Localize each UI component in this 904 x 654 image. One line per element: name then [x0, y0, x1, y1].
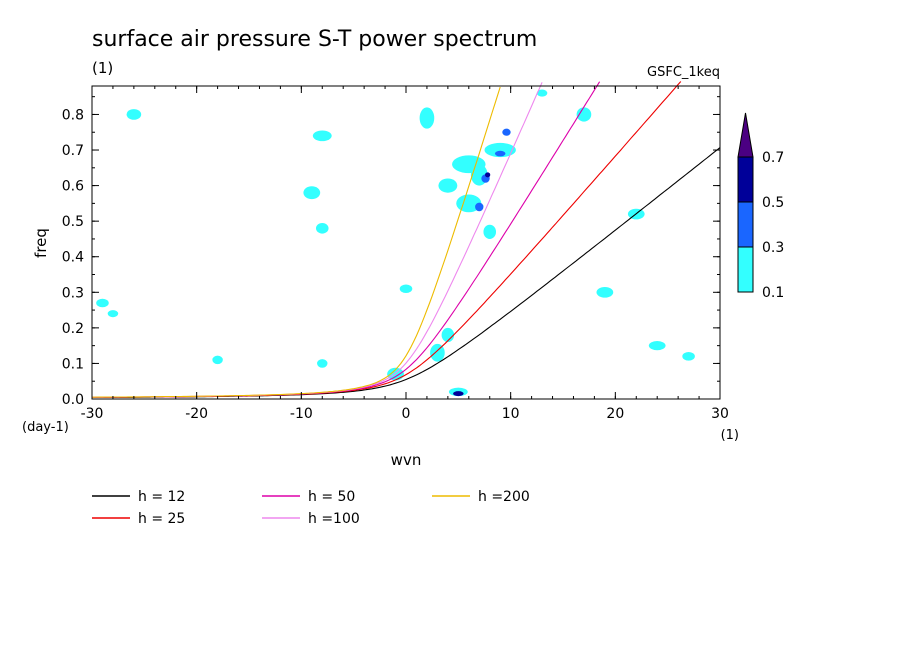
- colorbar-label-1: 0.5: [762, 195, 784, 211]
- colorbar-segment-0: [737, 156, 754, 203]
- contour-blob-23: [96, 298, 109, 308]
- contour-blob-5: [419, 107, 435, 129]
- y-tick-label-4: 0.4: [62, 250, 84, 266]
- x-tick-label-6: 30: [711, 406, 729, 422]
- colorbar-label-3: 0.1: [762, 285, 784, 301]
- contour-blob-21: [596, 286, 614, 298]
- contour-blob-4: [441, 327, 455, 343]
- subtitle-right: GSFC_1keq: [647, 65, 720, 80]
- x-tick-label-0: -30: [81, 406, 104, 422]
- colorbar-segment-1: [737, 201, 754, 248]
- contour-blob-13: [484, 142, 516, 158]
- curve-2: [92, 81, 601, 398]
- y-tick-label-2: 0.2: [62, 321, 84, 337]
- contour-blob-11: [456, 194, 482, 213]
- contour-blob-7: [438, 178, 458, 193]
- contour-blob-26: [399, 284, 413, 294]
- contour-blob-31: [107, 310, 119, 318]
- colorbar-arrow: [737, 112, 754, 158]
- curve-0: [92, 147, 721, 399]
- x-tick-label-1: -20: [185, 406, 208, 422]
- plot-frame: [91, 85, 721, 400]
- contour-blob-2: [387, 367, 404, 381]
- colorbar: 0.7 0.5 0.3 0.1: [737, 112, 784, 301]
- contour-blob-3: [430, 343, 445, 362]
- contour-blob-12: [475, 202, 484, 212]
- x-tick-label-4: 10: [502, 406, 520, 422]
- contour-blob-22: [315, 222, 329, 234]
- chart-title: surface air pressure S-T power spectrum: [92, 27, 537, 52]
- x-tick-label-3: 0: [402, 406, 411, 422]
- y-tick-label-8: 0.8: [62, 107, 84, 123]
- subtitle-left: (1): [92, 59, 113, 77]
- contour-blob-25: [682, 352, 695, 361]
- contour-blob-24: [648, 341, 666, 351]
- legend-label-2: h = 50: [308, 489, 355, 505]
- colorbar-label-2: 0.3: [762, 240, 784, 256]
- contour-blob-17: [312, 130, 332, 142]
- legend-label-4: h =200: [478, 489, 530, 505]
- colorbar-segment-2: [737, 246, 754, 293]
- legend-label-3: h =100: [308, 511, 360, 527]
- y-tick-label-7: 0.7: [62, 143, 84, 159]
- legend: h = 12 h = 25 h = 50 h =100 h =200: [92, 489, 530, 527]
- y-tick-label-3: 0.3: [62, 285, 84, 301]
- y-unit-label: (day-1): [22, 420, 69, 435]
- contour-blob-27: [212, 355, 223, 365]
- contour-blob-30: [536, 89, 548, 97]
- curve-1: [91, 81, 682, 398]
- contour-blob-1: [453, 391, 464, 397]
- contour-blob-16: [483, 224, 497, 239]
- axis-ticks: -30 -20 -10 0 10 20 30 0.0 0.1 0.2 0.3 0.4 0.5 0.6 0.7…: [62, 86, 729, 422]
- contour-blob-28: [317, 359, 328, 368]
- contour-blob-10: [485, 172, 491, 178]
- y-tick-label-6: 0.6: [62, 179, 84, 195]
- dispersion-curves: [91, 81, 721, 399]
- legend-label-1: h = 25: [138, 511, 185, 527]
- colorbar-label-0: 0.7: [762, 150, 784, 166]
- contour-blob-18: [126, 109, 142, 120]
- curve-4: [92, 86, 501, 398]
- x-axis-label: wvn: [391, 451, 422, 469]
- y-tick-label-0: 0.0: [62, 392, 84, 408]
- contour-blob-14: [494, 150, 506, 157]
- contour-blob-20: [576, 107, 592, 122]
- x-tick-label-5: 20: [606, 406, 624, 422]
- legend-label-0: h = 12: [138, 489, 185, 505]
- x-unit-label: (1): [721, 428, 739, 443]
- contour-blob-15: [502, 128, 511, 136]
- y-tick-label-1: 0.1: [62, 356, 84, 372]
- x-tick-label-2: -10: [290, 406, 313, 422]
- curve-3: [92, 82, 543, 398]
- contour-layer: [96, 89, 695, 397]
- y-tick-label-5: 0.5: [62, 214, 84, 230]
- y-axis-label: freq: [32, 228, 50, 258]
- contour-blob-19: [303, 186, 321, 200]
